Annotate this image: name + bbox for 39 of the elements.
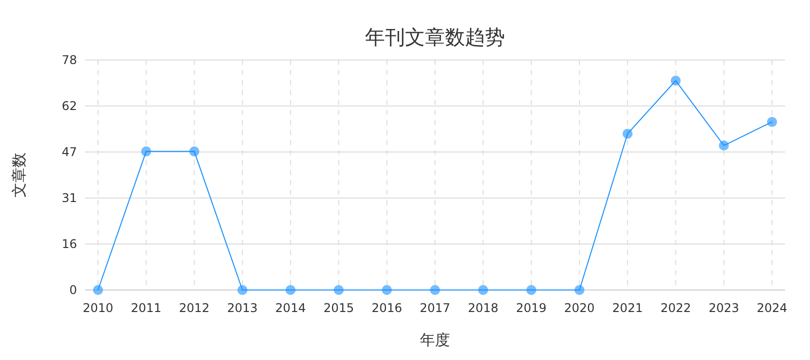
point <box>574 285 584 295</box>
point <box>382 285 392 295</box>
x-axis-title: 年度 <box>420 331 450 349</box>
point <box>478 285 488 295</box>
x-tick-label: 2014 <box>275 301 306 315</box>
point <box>286 285 296 295</box>
y-tick-label: 31 <box>62 191 77 205</box>
x-tick-label: 2022 <box>660 301 691 315</box>
x-tick-label: 2018 <box>468 301 498 315</box>
point <box>767 116 777 127</box>
x-tick-label: 2017 <box>420 301 450 315</box>
x-tick-label: 2013 <box>227 301 258 315</box>
point <box>526 285 536 295</box>
x-tick-label: 2023 <box>708 301 740 315</box>
x-tick-label: 2015 <box>323 301 354 315</box>
point <box>189 146 200 156</box>
x-tick-label: 2024 <box>756 301 788 315</box>
x-tick-label: 2016 <box>372 301 402 315</box>
y-tick-label: 78 <box>62 53 77 67</box>
x-tick-label: 2021 <box>612 301 643 315</box>
point <box>622 128 633 139</box>
y-tick-label: 62 <box>62 99 77 113</box>
point <box>670 76 681 86</box>
point <box>334 285 344 295</box>
point <box>718 140 729 151</box>
point <box>237 285 248 295</box>
y-tick-label: 16 <box>62 237 77 251</box>
x-tick-label: 2011 <box>130 301 162 315</box>
x-tick-label: 2020 <box>564 301 595 315</box>
chart-title: 年刊文章数趋势 <box>365 25 505 49</box>
point <box>93 285 103 295</box>
y-tick-label: 47 <box>62 145 77 159</box>
point <box>141 146 152 156</box>
y-tick-label: 0 <box>69 283 77 297</box>
point <box>430 285 440 295</box>
x-tick-label: 2010 <box>82 301 114 315</box>
y-axis-title: 文章数 <box>10 152 28 198</box>
x-tick-label: 2012 <box>179 301 210 315</box>
x-tick-label: 2019 <box>516 301 547 315</box>
